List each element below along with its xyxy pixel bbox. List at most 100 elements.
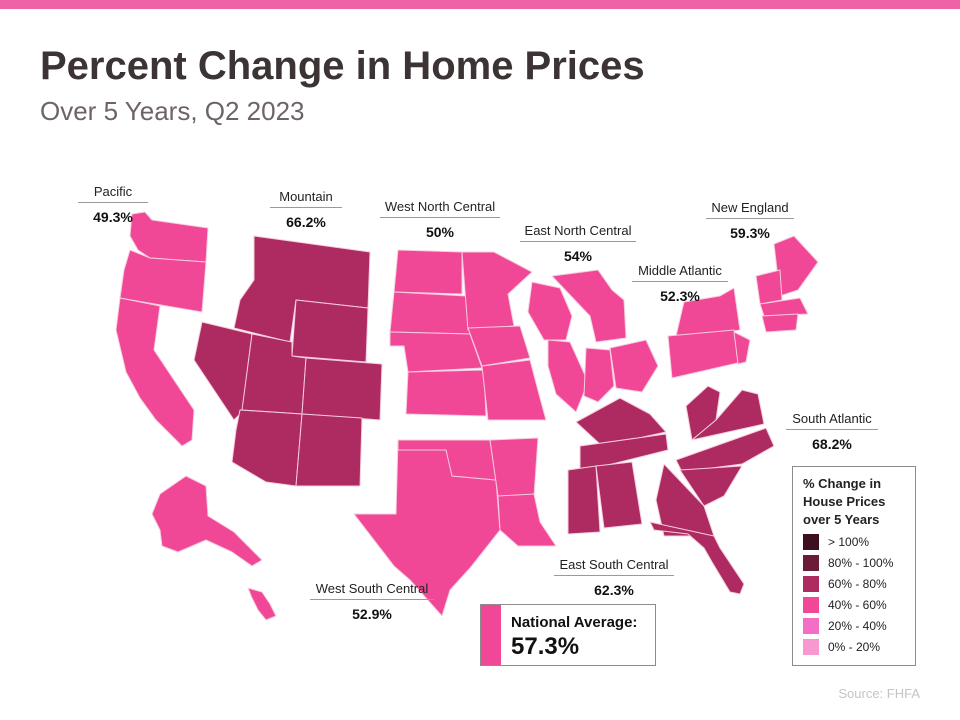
legend-label: 20% - 40% [828,619,887,633]
colorado-shape [301,357,383,421]
region-name: East South Central [554,557,674,576]
region-value: 49.3% [93,209,133,225]
legend-swatch [803,618,819,634]
nevada-shape [193,321,253,421]
label-pacific: Pacific 49.3% [78,184,148,225]
label-east-south-central: East South Central 62.3% [554,557,674,598]
legend-item: > 100% [803,534,905,550]
legend-swatch [803,639,819,655]
legend-item: 0% - 20% [803,639,905,655]
arkansas-shape [489,437,539,497]
legend-label: 0% - 20% [828,640,881,654]
region-east-north-central-shape [527,269,659,413]
legend-label: 40% - 60% [828,598,887,612]
label-east-north-central: East North Central 54% [520,223,636,264]
legend-item: 60% - 80% [803,576,905,592]
new-mexico-shape [295,413,363,487]
legend-label: 60% - 80% [828,577,887,591]
region-value: 66.2% [286,214,326,230]
label-middle-atlantic: Middle Atlantic 52.3% [632,263,728,304]
california-shape [115,297,195,447]
iowa-shape [467,325,531,367]
virginia-shape [691,389,765,441]
michigan-shape [551,269,627,343]
illinois-shape [547,339,589,413]
legend-swatch [803,597,819,613]
label-mountain: Mountain 66.2% [270,189,342,230]
north-dakota-shape [393,249,463,295]
legend: % Change in House Prices over 5 Years > … [792,466,916,666]
region-value: 52.9% [352,606,392,622]
national-accent-bar [481,605,501,665]
legend-swatch [803,555,819,571]
region-name: Mountain [270,189,342,208]
region-middle-atlantic-shape [667,287,751,379]
region-name: East North Central [520,223,636,242]
region-value: 62.3% [594,582,634,598]
region-east-south-central-shape [567,397,669,535]
region-new-england-shape [755,235,819,333]
region-value: 50% [425,224,455,240]
label-west-north-central: West North Central 50% [380,199,500,240]
region-value: 54% [563,248,593,264]
region-name: West North Central [380,199,500,218]
region-value: 59.3% [730,225,770,241]
west-virginia-shape [685,385,721,441]
wyoming-shape [291,299,369,363]
kansas-shape [405,369,487,417]
page-subtitle: Over 5 Years, Q2 2023 [40,96,305,126]
region-value: 68.2% [812,436,852,452]
ct-ri-shape [761,313,799,333]
oregon-shape [119,249,207,313]
label-west-south-central: West South Central 52.9% [310,581,434,622]
nebraska-shape [389,331,483,373]
page-title: Percent Change in Home Prices [40,44,645,88]
region-west-north-central-shape [389,249,547,421]
source-note: Source: FHFA [838,686,920,701]
national-average-box: National Average: 57.3% [480,604,656,666]
region-name: New England [706,200,794,219]
legend-swatch [803,576,819,592]
legend-item: 80% - 100% [803,555,905,571]
pennsylvania-shape [667,329,743,379]
label-south-atlantic: South Atlantic 68.2% [786,411,878,452]
national-average-value: 57.3% [511,633,580,660]
legend-swatch [803,534,819,550]
legend-label: 80% - 100% [828,556,894,570]
arizona-shape [231,409,303,487]
louisiana-shape [497,493,557,547]
national-average-label: National Average: [511,614,638,631]
wisconsin-shape [527,281,573,341]
legend-item: 40% - 60% [803,597,905,613]
region-value: 52.3% [660,288,700,304]
top-accent-bar [0,0,960,9]
georgia-shape [655,463,715,537]
region-name: Pacific [78,184,148,203]
region-west-south-central-shape [353,437,557,617]
alaska-shape [151,475,263,567]
legend-label: > 100% [828,535,870,549]
new-jersey-shape [733,331,751,365]
south-dakota-shape [389,291,471,335]
south-carolina-shape [679,465,743,507]
region-name: Middle Atlantic [632,263,728,282]
kentucky-shape [575,397,667,447]
florida-shape [649,521,745,595]
region-south-atlantic-shape [649,385,775,595]
region-name: South Atlantic [786,411,878,430]
label-new-england: New England 59.3% [706,200,794,241]
indiana-shape [583,347,615,403]
ohio-shape [609,339,659,393]
legend-title: % Change in House Prices over 5 Years [803,476,886,527]
mississippi-shape [567,465,601,535]
region-mountain-shape [193,235,383,487]
tennessee-shape [579,433,669,473]
region-name: West South Central [310,581,434,600]
region-pacific-shape [115,211,277,621]
minnesota-shape [461,251,533,331]
hawaii-shape [247,587,277,621]
missouri-shape [481,359,547,421]
legend-item: 20% - 40% [803,618,905,634]
alabama-shape [595,461,643,529]
